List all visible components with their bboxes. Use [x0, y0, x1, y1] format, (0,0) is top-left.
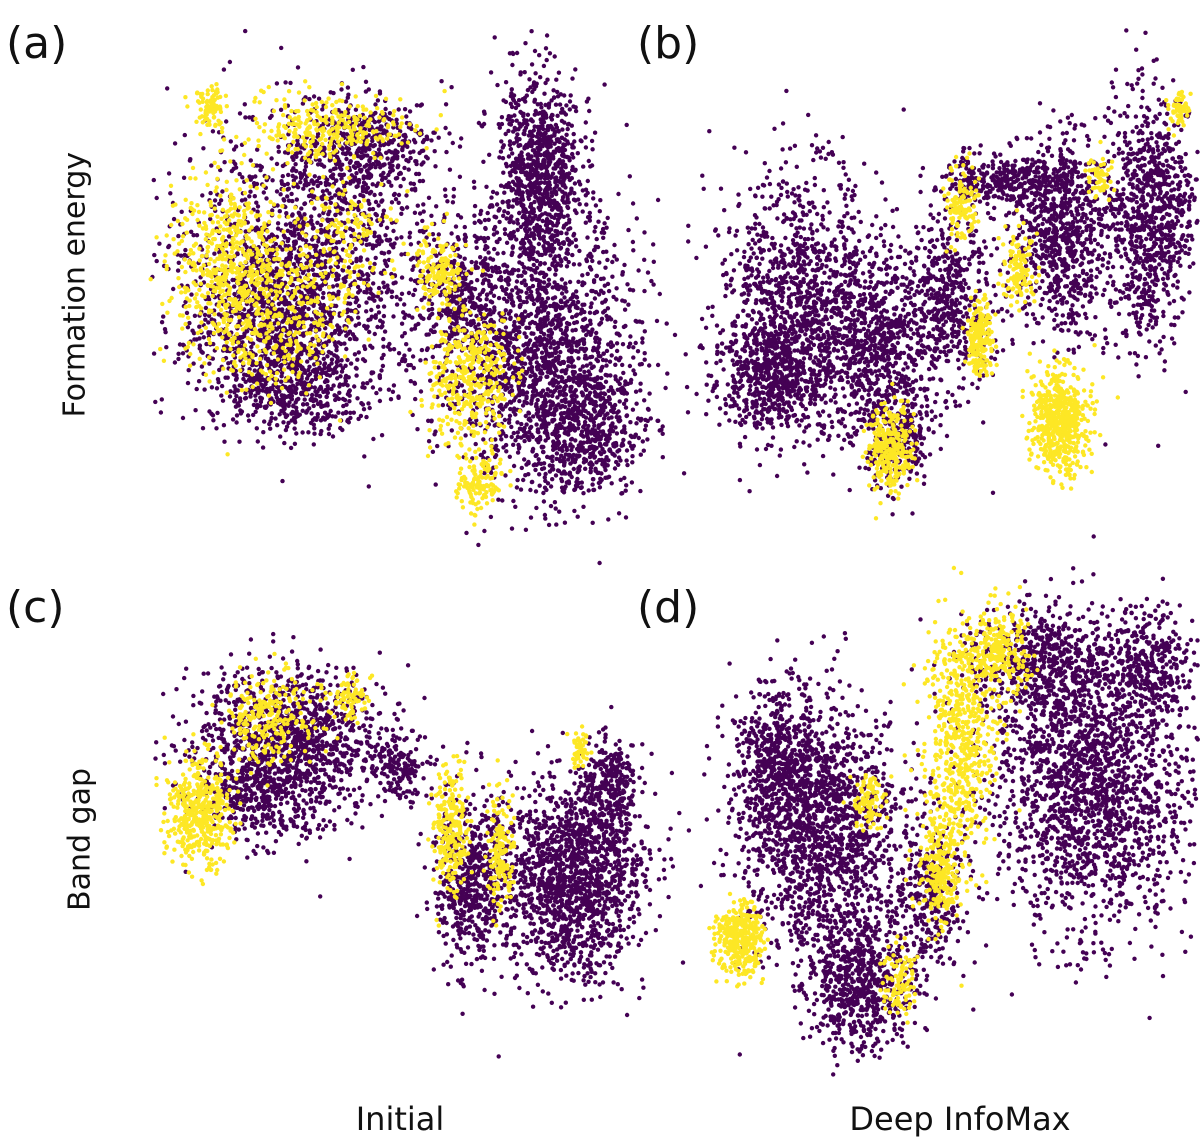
scatter-series-d-low — [680, 534, 1200, 1077]
row-label-formation-energy: Formation energy — [58, 152, 93, 418]
scatter-series-b-high — [860, 89, 1193, 521]
scatter-series-b-low — [683, 28, 1200, 517]
panel-label-c: (c) — [6, 586, 65, 630]
column-label-deep-infomax: Deep InfoMax — [810, 1100, 1110, 1138]
row-label-band-gap: Band gap — [63, 760, 98, 920]
panel-label-d: (d) — [637, 586, 699, 630]
column-label-initial: Initial — [300, 1100, 500, 1138]
scatter-series-d-high — [707, 565, 1040, 1025]
panel-label-a: (a) — [6, 22, 67, 66]
scatter-series-a-high — [148, 79, 525, 527]
scatter-series-c-low — [153, 631, 692, 1059]
scatter-series-c-high — [154, 651, 594, 928]
panel-label-b: (b) — [637, 22, 699, 66]
